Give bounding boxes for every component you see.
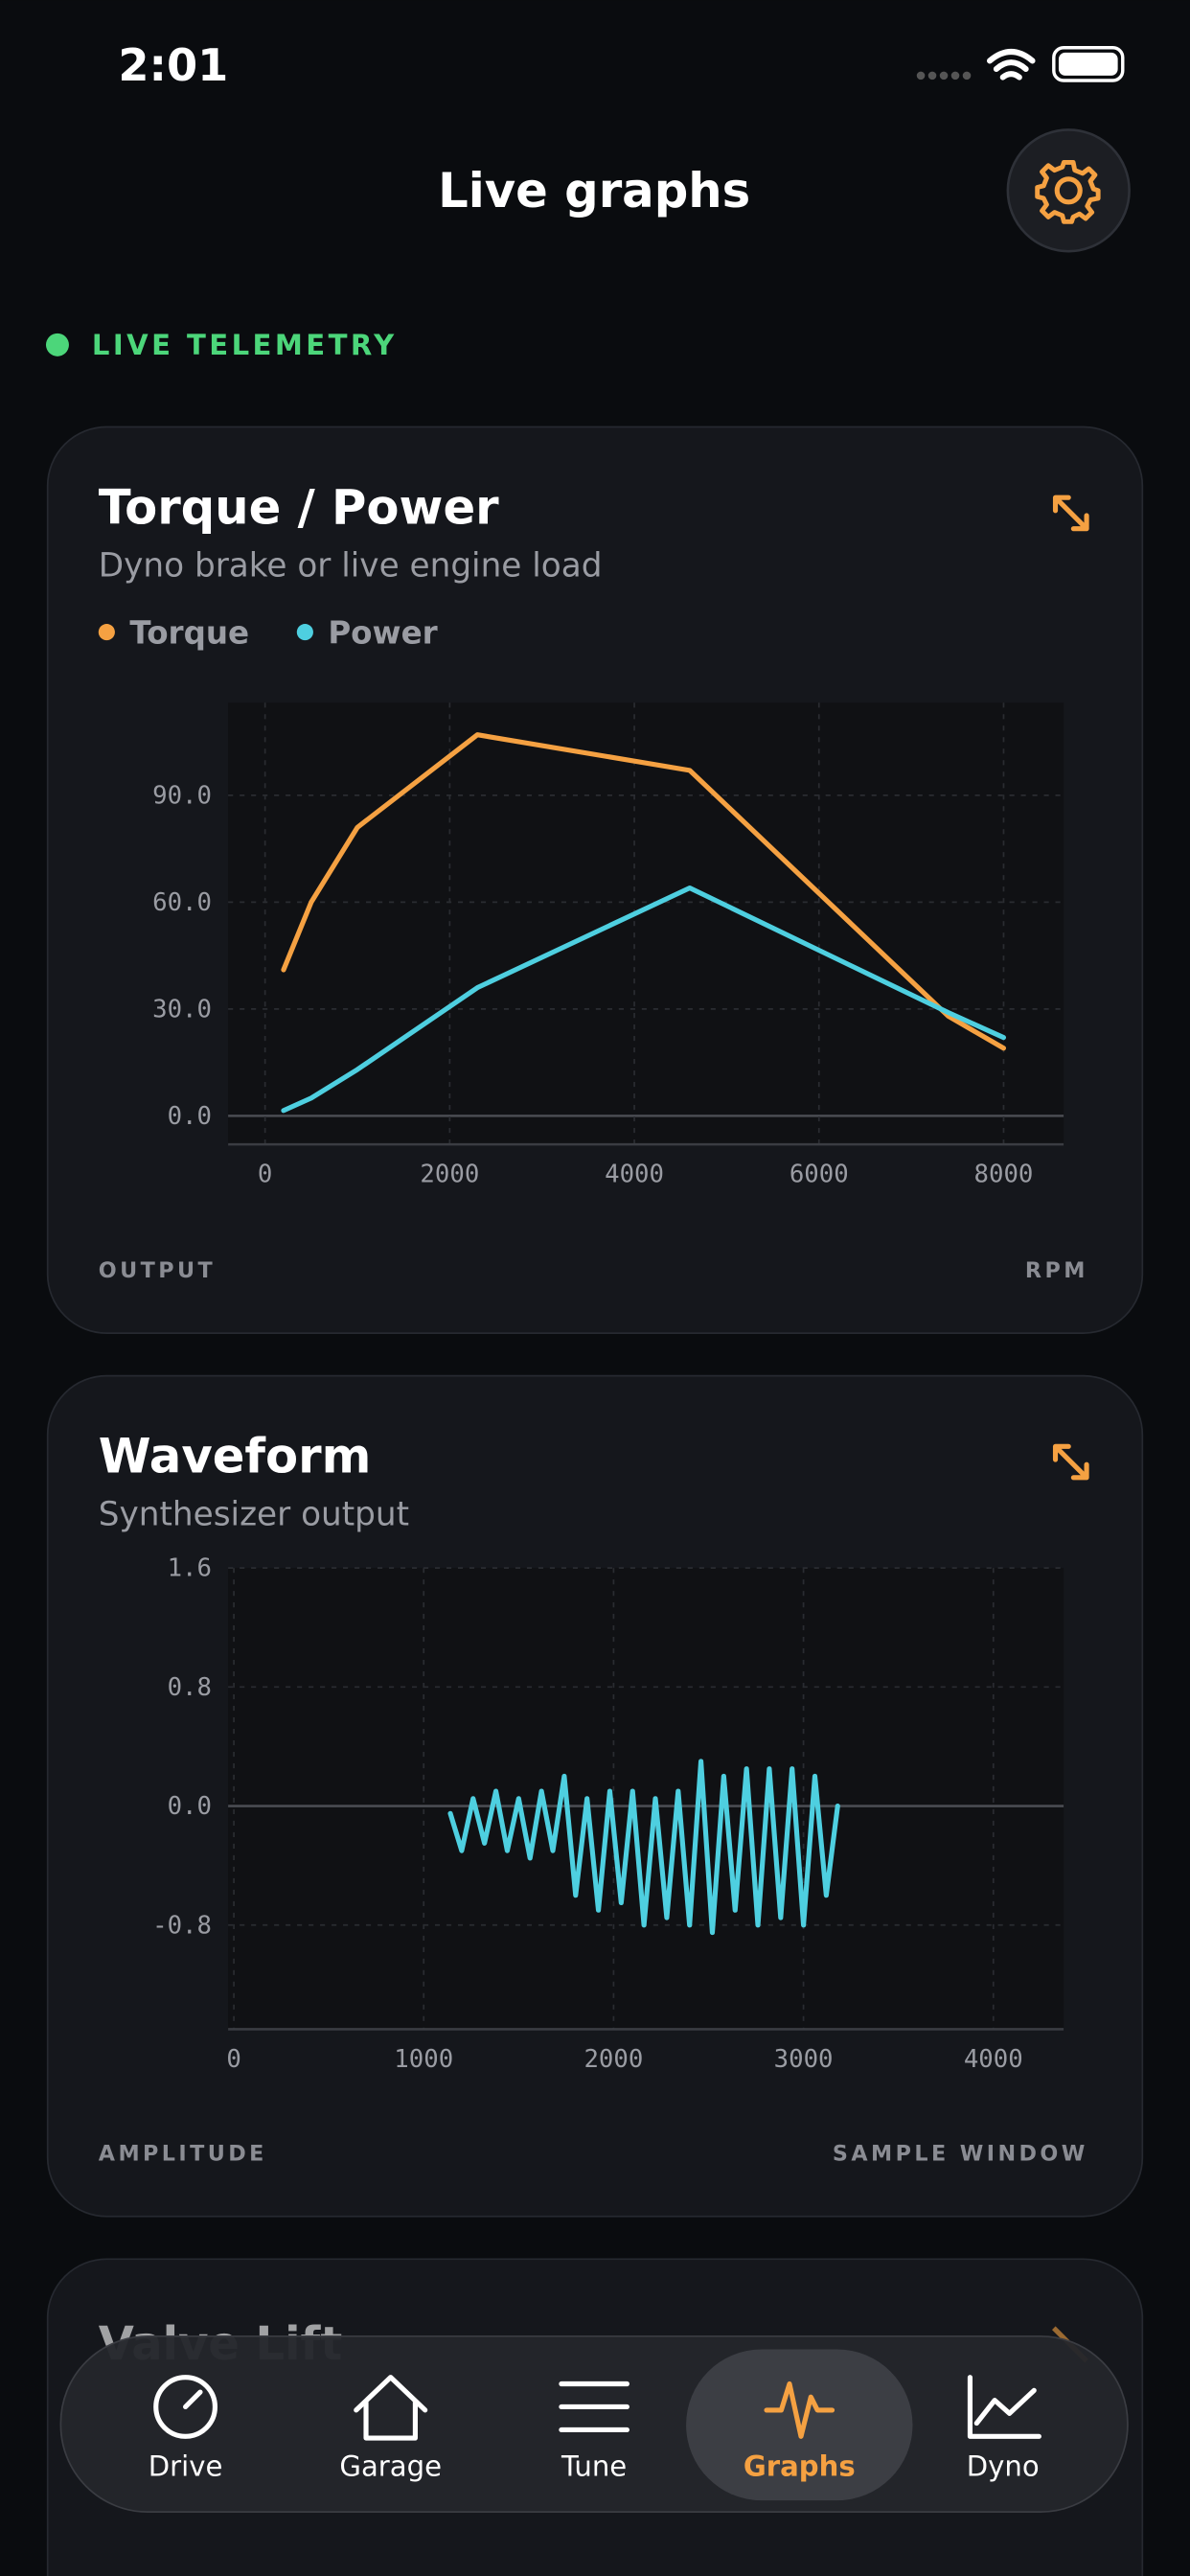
x-axis-label: SAMPLE WINDOW (833, 2142, 1088, 2167)
x-tick-label: 0 (258, 1161, 272, 1189)
y-axis-label: OUTPUT (99, 1258, 216, 1283)
tab-label: Graphs (744, 2450, 856, 2482)
tab-label: Garage (339, 2450, 442, 2482)
series-line (447, 1759, 840, 1936)
x-tick-label: 6000 (790, 1161, 849, 1189)
x-tick-label: 0 (226, 2045, 240, 2074)
series-line (281, 885, 1007, 1114)
gear-icon (1035, 160, 1101, 224)
legend-swatch (98, 624, 115, 641)
plot-area (228, 1568, 1064, 2030)
card-title: Waveform (99, 1429, 372, 1484)
status-time: 2:01 (118, 39, 228, 91)
signal (916, 71, 972, 80)
tab-icon (967, 2375, 1041, 2439)
plot-area (228, 702, 1064, 1145)
y-tick-label: 0.0 (168, 1102, 212, 1131)
x-axis-label: RPM (1025, 1258, 1088, 1283)
x-tick-label: 4000 (605, 1161, 664, 1189)
y-tick-label: 1.6 (168, 1554, 212, 1583)
tab-icon (354, 2375, 428, 2441)
x-tick-label: 8000 (974, 1161, 1034, 1189)
tab-label: Drive (149, 2450, 223, 2482)
y-tick-label: 0.8 (168, 1673, 212, 1702)
series-line (281, 732, 1007, 1051)
x-tick-label: 2000 (584, 2045, 643, 2074)
battery (1052, 46, 1125, 82)
y-tick-label: 90.0 (152, 781, 212, 810)
page-title: Live graphs (438, 163, 750, 218)
battery-level (1058, 52, 1118, 76)
x-tick-label: 1000 (394, 2045, 453, 2074)
card-subtitle: Synthesizer output (99, 1496, 409, 1534)
legend-label: Torque (129, 615, 249, 652)
expand-icon (1052, 1443, 1089, 1481)
y-tick-label: 0.0 (168, 1792, 212, 1821)
x-tick-label: 2000 (420, 1161, 479, 1189)
x-tick-label: 3000 (774, 2045, 834, 2074)
y-tick-label: 30.0 (152, 995, 212, 1024)
y-axis-label: AMPLITUDE (99, 2142, 267, 2167)
tab-items: Drive Garage Tune Graphs Dyno (149, 2375, 1041, 2482)
settings-button[interactable] (1006, 128, 1131, 253)
tab-icon (153, 2375, 217, 2439)
card-subtitle: Dyno brake or live engine load (99, 546, 603, 585)
legend-label: Power (328, 615, 437, 652)
x-tick-label: 4000 (964, 2045, 1023, 2074)
tab-icon (764, 2380, 835, 2439)
y-tick-label: 60.0 (152, 888, 212, 917)
live-dot (45, 333, 69, 356)
tab-icon (559, 2380, 629, 2433)
charts: Torque / Power Dyno brake or live engine … (98, 480, 1089, 2167)
expand-icon (1052, 494, 1089, 532)
live-label: LIVE TELEMETRY (92, 329, 398, 361)
tab-label: Tune (561, 2450, 627, 2482)
legend-swatch (296, 624, 313, 641)
y-tick-label: -0.8 (152, 1911, 212, 1940)
wifi-icon (987, 49, 1036, 80)
tab-label: Dyno (967, 2450, 1040, 2482)
card-title: Torque / Power (99, 480, 499, 536)
